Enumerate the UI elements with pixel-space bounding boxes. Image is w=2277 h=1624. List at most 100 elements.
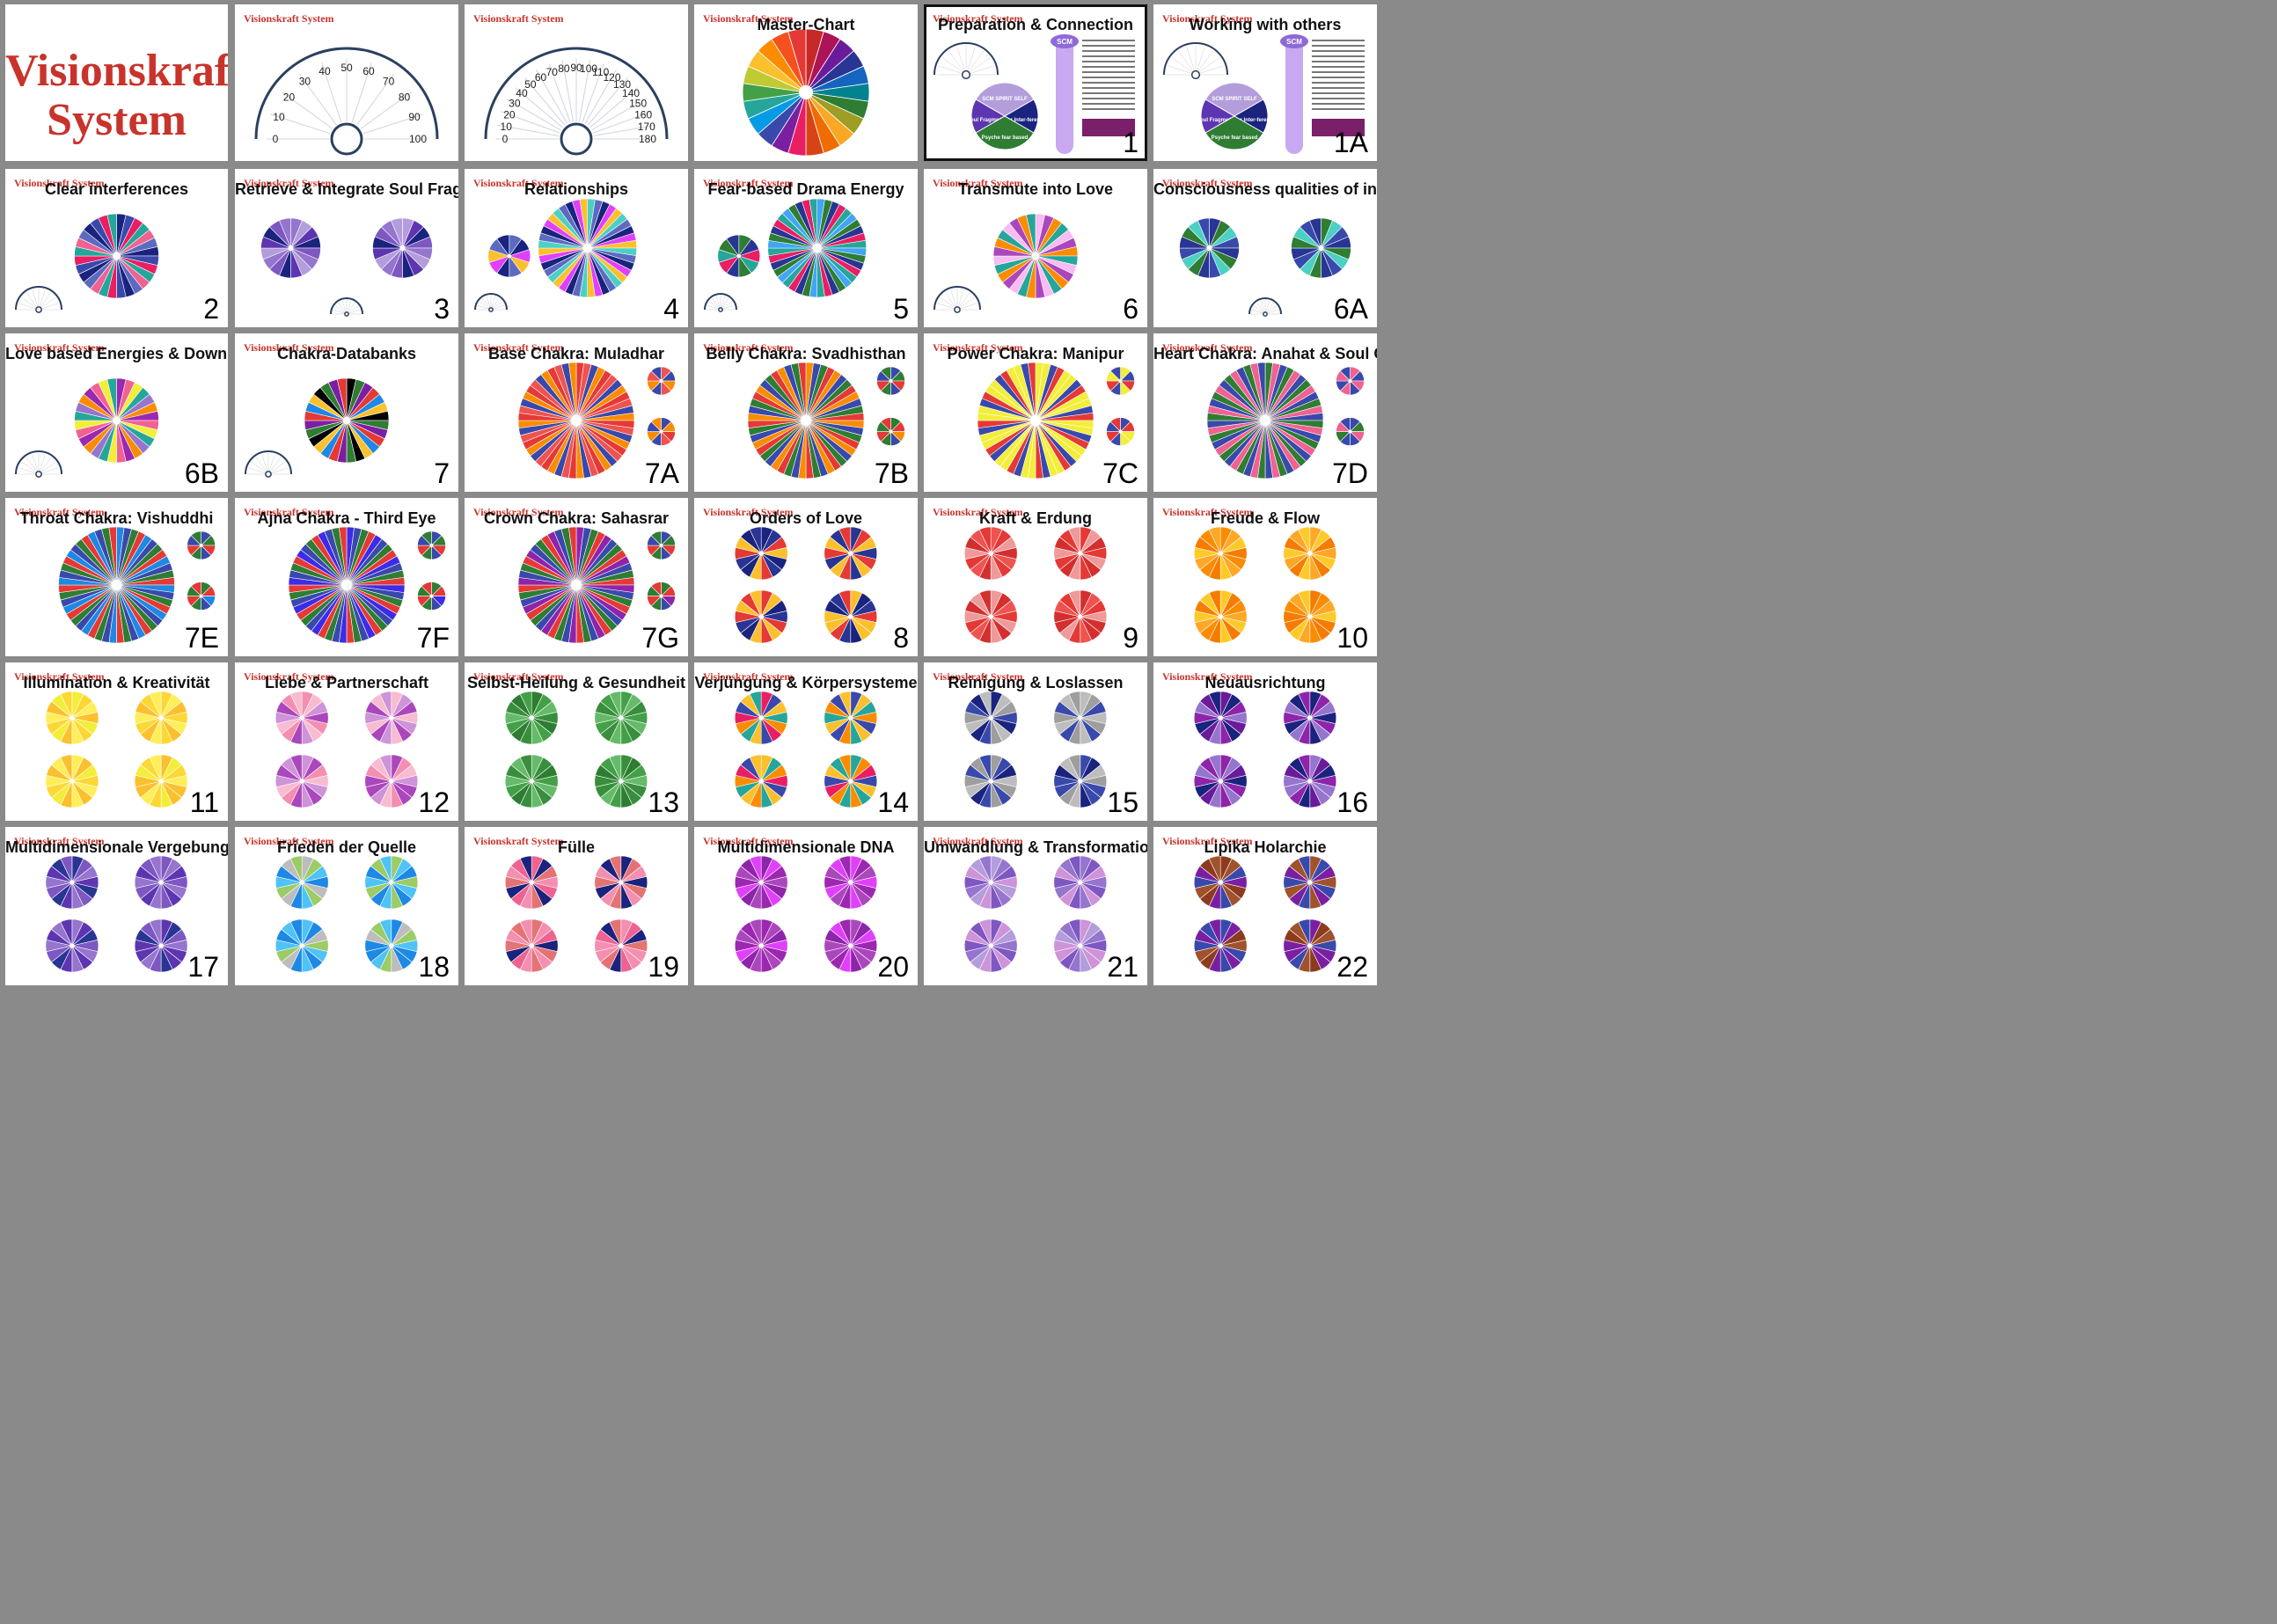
wheel-center: [158, 779, 164, 784]
slide-thumbnail[interactable]: Visionskraft SystemLevel I - English Jan…: [5, 4, 228, 161]
wheel-segment: [1197, 217, 1210, 249]
slide-thumbnail[interactable]: Visionskraft System Multidimensionale DNA…: [694, 827, 918, 985]
text-line: [1082, 55, 1135, 57]
slide-thumbnail[interactable]: Visionskraft System Neuausrichtung 16: [1153, 662, 1377, 821]
text-line: [1312, 77, 1365, 78]
gauge-ray: [356, 74, 394, 126]
text-line: [1312, 92, 1365, 94]
wheel-segment: [1208, 855, 1221, 883]
gauge-tick-label: 90: [408, 111, 421, 123]
slide-thumbnail[interactable]: Visionskraft System Selbst-Heilung & Gesu…: [465, 662, 688, 821]
slide-thumbnail[interactable]: Visionskraft System Crown Chakra: Sahasra…: [465, 498, 688, 656]
visionskraft-logo: Visionskraft System: [244, 670, 334, 683]
wheel-center: [158, 715, 164, 721]
slide-thumbnail[interactable]: Visionskraft System Power Chakra: Manipur…: [924, 333, 1147, 492]
wheel-segment: [1208, 691, 1221, 719]
scm-column: [1285, 35, 1303, 154]
wheel-center: [429, 544, 434, 547]
wheel-segment: [1109, 417, 1121, 433]
wheel-center: [113, 252, 121, 260]
wheel-segment: [421, 530, 432, 546]
slide-thumbnail[interactable]: Visionskraft System Liebe & Partnerschaft…: [235, 662, 458, 821]
slide-title: Belly Chakra: Svadhisthan: [706, 345, 906, 362]
wheel-chart: [594, 691, 648, 745]
gauge-tick-label: 170: [638, 121, 655, 133]
wheel-center: [1031, 252, 1040, 260]
wheel-center: [758, 614, 764, 619]
slide-thumbnail[interactable]: Visionskraft System Kraft & Erdung 9: [924, 498, 1147, 656]
slide-thumbnail[interactable]: Visionskraft System Illumination & Kreati…: [5, 662, 228, 821]
wheel-chart: [417, 582, 446, 611]
wheel-segment: [978, 754, 992, 782]
scm-quadrant-label: Clear Inter-ferences: [1229, 118, 1279, 123]
info-box: [1082, 119, 1135, 136]
slide-title: Liebe & Partnerschaft: [264, 674, 429, 691]
slide-thumbnail[interactable]: 0 10 20 30 40 50 60 70 80 90 100 110 120 130 140 150 160…: [465, 4, 688, 161]
slide-graphic: [45, 691, 188, 808]
slide-thumbnail[interactable]: Visionskraft System Ajna Chakra - Third E…: [235, 498, 458, 656]
wheel-center: [571, 580, 582, 590]
wheel-chart: [963, 754, 1018, 808]
gauge-tick-label: 180: [639, 133, 656, 145]
slide-thumbnail[interactable]: Visionskraft System Throat Chakra: Vishud…: [5, 498, 228, 656]
slide-thumbnail[interactable]: Visionskraft System Belly Chakra: Svadhis…: [694, 333, 918, 492]
slide-number: 9: [1123, 622, 1138, 654]
slide-thumbnail[interactable]: Visionskraft System Base Chakra: Muladhar…: [465, 333, 688, 492]
visionskraft-logo: Visionskraft System: [14, 835, 105, 847]
slide-thumbnail[interactable]: Visionskraft System Multidimensionale Ver…: [5, 827, 228, 985]
wheel-chart: [1179, 217, 1240, 279]
wheel-chart: [876, 417, 905, 446]
slide-thumbnail[interactable]: SCM SPIRIT SELF Soul Fragment Clear Inter-…: [1153, 4, 1377, 161]
slide-thumbnail[interactable]: Visionskraft System Heart Chakra: Anahat …: [1153, 333, 1377, 492]
wheel-chart: [1283, 691, 1337, 745]
wheel-center: [988, 943, 993, 948]
wheel-chart: [45, 691, 99, 745]
wheel-center: [1348, 379, 1352, 383]
slide-thumbnail[interactable]: Visionskraft System Love based Energies &…: [5, 333, 228, 492]
visionskraft-logo: Visionskraft System: [933, 670, 1023, 683]
slide-thumbnail[interactable]: Visionskraft System Reinigung & Loslassen…: [924, 662, 1147, 821]
wheel-center: [1118, 379, 1123, 383]
wheel-chart: [647, 530, 676, 560]
slide-graphic: [963, 526, 1108, 644]
slide-thumbnail[interactable]: Visionskraft System Master-Chart: [694, 4, 918, 161]
slide-thumbnail[interactable]: Visionskraft System Lipika Holarchie 22: [1153, 827, 1377, 985]
slide-thumbnail[interactable]: SCM SPIRIT SELF Soul Fragment Clear Inter-…: [924, 4, 1147, 161]
slide-thumbnail[interactable]: Visionskraft System Orders of Love 8: [694, 498, 918, 656]
wheel-center: [389, 715, 394, 721]
slide-thumbnail[interactable]: Visionskraft System Verjüngung & Körpersy…: [694, 662, 918, 821]
slide-thumbnail[interactable]: Visionskraft System Frieden der Quelle 18: [235, 827, 458, 985]
mini-gauge: [15, 286, 62, 313]
slide-thumbnail[interactable]: Visionskraft System Fear-based Drama Ener…: [694, 169, 918, 327]
visionskraft-logo: Visionskraft System: [703, 670, 794, 683]
slide-number: 4: [663, 293, 679, 325]
gauge-ray: [362, 113, 423, 135]
wheel-center: [1078, 779, 1083, 784]
gauge-tick-label: 0: [273, 133, 279, 145]
slide-title: Preparation & Connection: [937, 16, 1134, 33]
wheel-center: [619, 880, 624, 885]
wheel-chart: [74, 213, 159, 299]
gauge-ray: [548, 63, 571, 123]
slide-thumbnail[interactable]: Visionskraft System Fülle 19: [465, 827, 688, 985]
wheel-chart: [364, 918, 419, 973]
text-line: [1082, 98, 1135, 99]
slide-title: Chakra-Databanks: [276, 345, 417, 362]
slide-thumbnail[interactable]: Visionskraft System Freude & Flow 10: [1153, 498, 1377, 656]
slide-thumbnail[interactable]: Visionskraft System Umwandlung & Transfor…: [924, 827, 1147, 985]
slide-thumbnail[interactable]: Visionskraft System Retrieve & Integrate …: [235, 169, 458, 327]
mini-gauge: [933, 286, 981, 313]
slide-thumbnail[interactable]: Visionskraft System Consciousness qualiti…: [1153, 169, 1377, 327]
slide-graphic: [474, 198, 638, 312]
slide-thumbnail[interactable]: Visionskraft System Relationships 4: [465, 169, 688, 327]
slide-thumbnail[interactable]: Visionskraft System Clear interferences 2: [5, 169, 228, 327]
wheel-segment: [838, 526, 852, 554]
wheel-segment: [838, 691, 852, 719]
visionskraft-logo: Visionskraft System: [703, 341, 794, 354]
slide-thumbnail[interactable]: Visionskraft System Transmute into Love 6: [924, 169, 1147, 327]
slide-number: 3: [434, 293, 450, 325]
slide-thumbnail[interactable]: 0 10 20 30 40 50 60 70 80 90 100 Visionskraft Syste…: [235, 4, 458, 161]
slide-graphic: [1206, 362, 1365, 479]
slide-thumbnail[interactable]: Visionskraft System Chakra-Databanks 7: [235, 333, 458, 492]
